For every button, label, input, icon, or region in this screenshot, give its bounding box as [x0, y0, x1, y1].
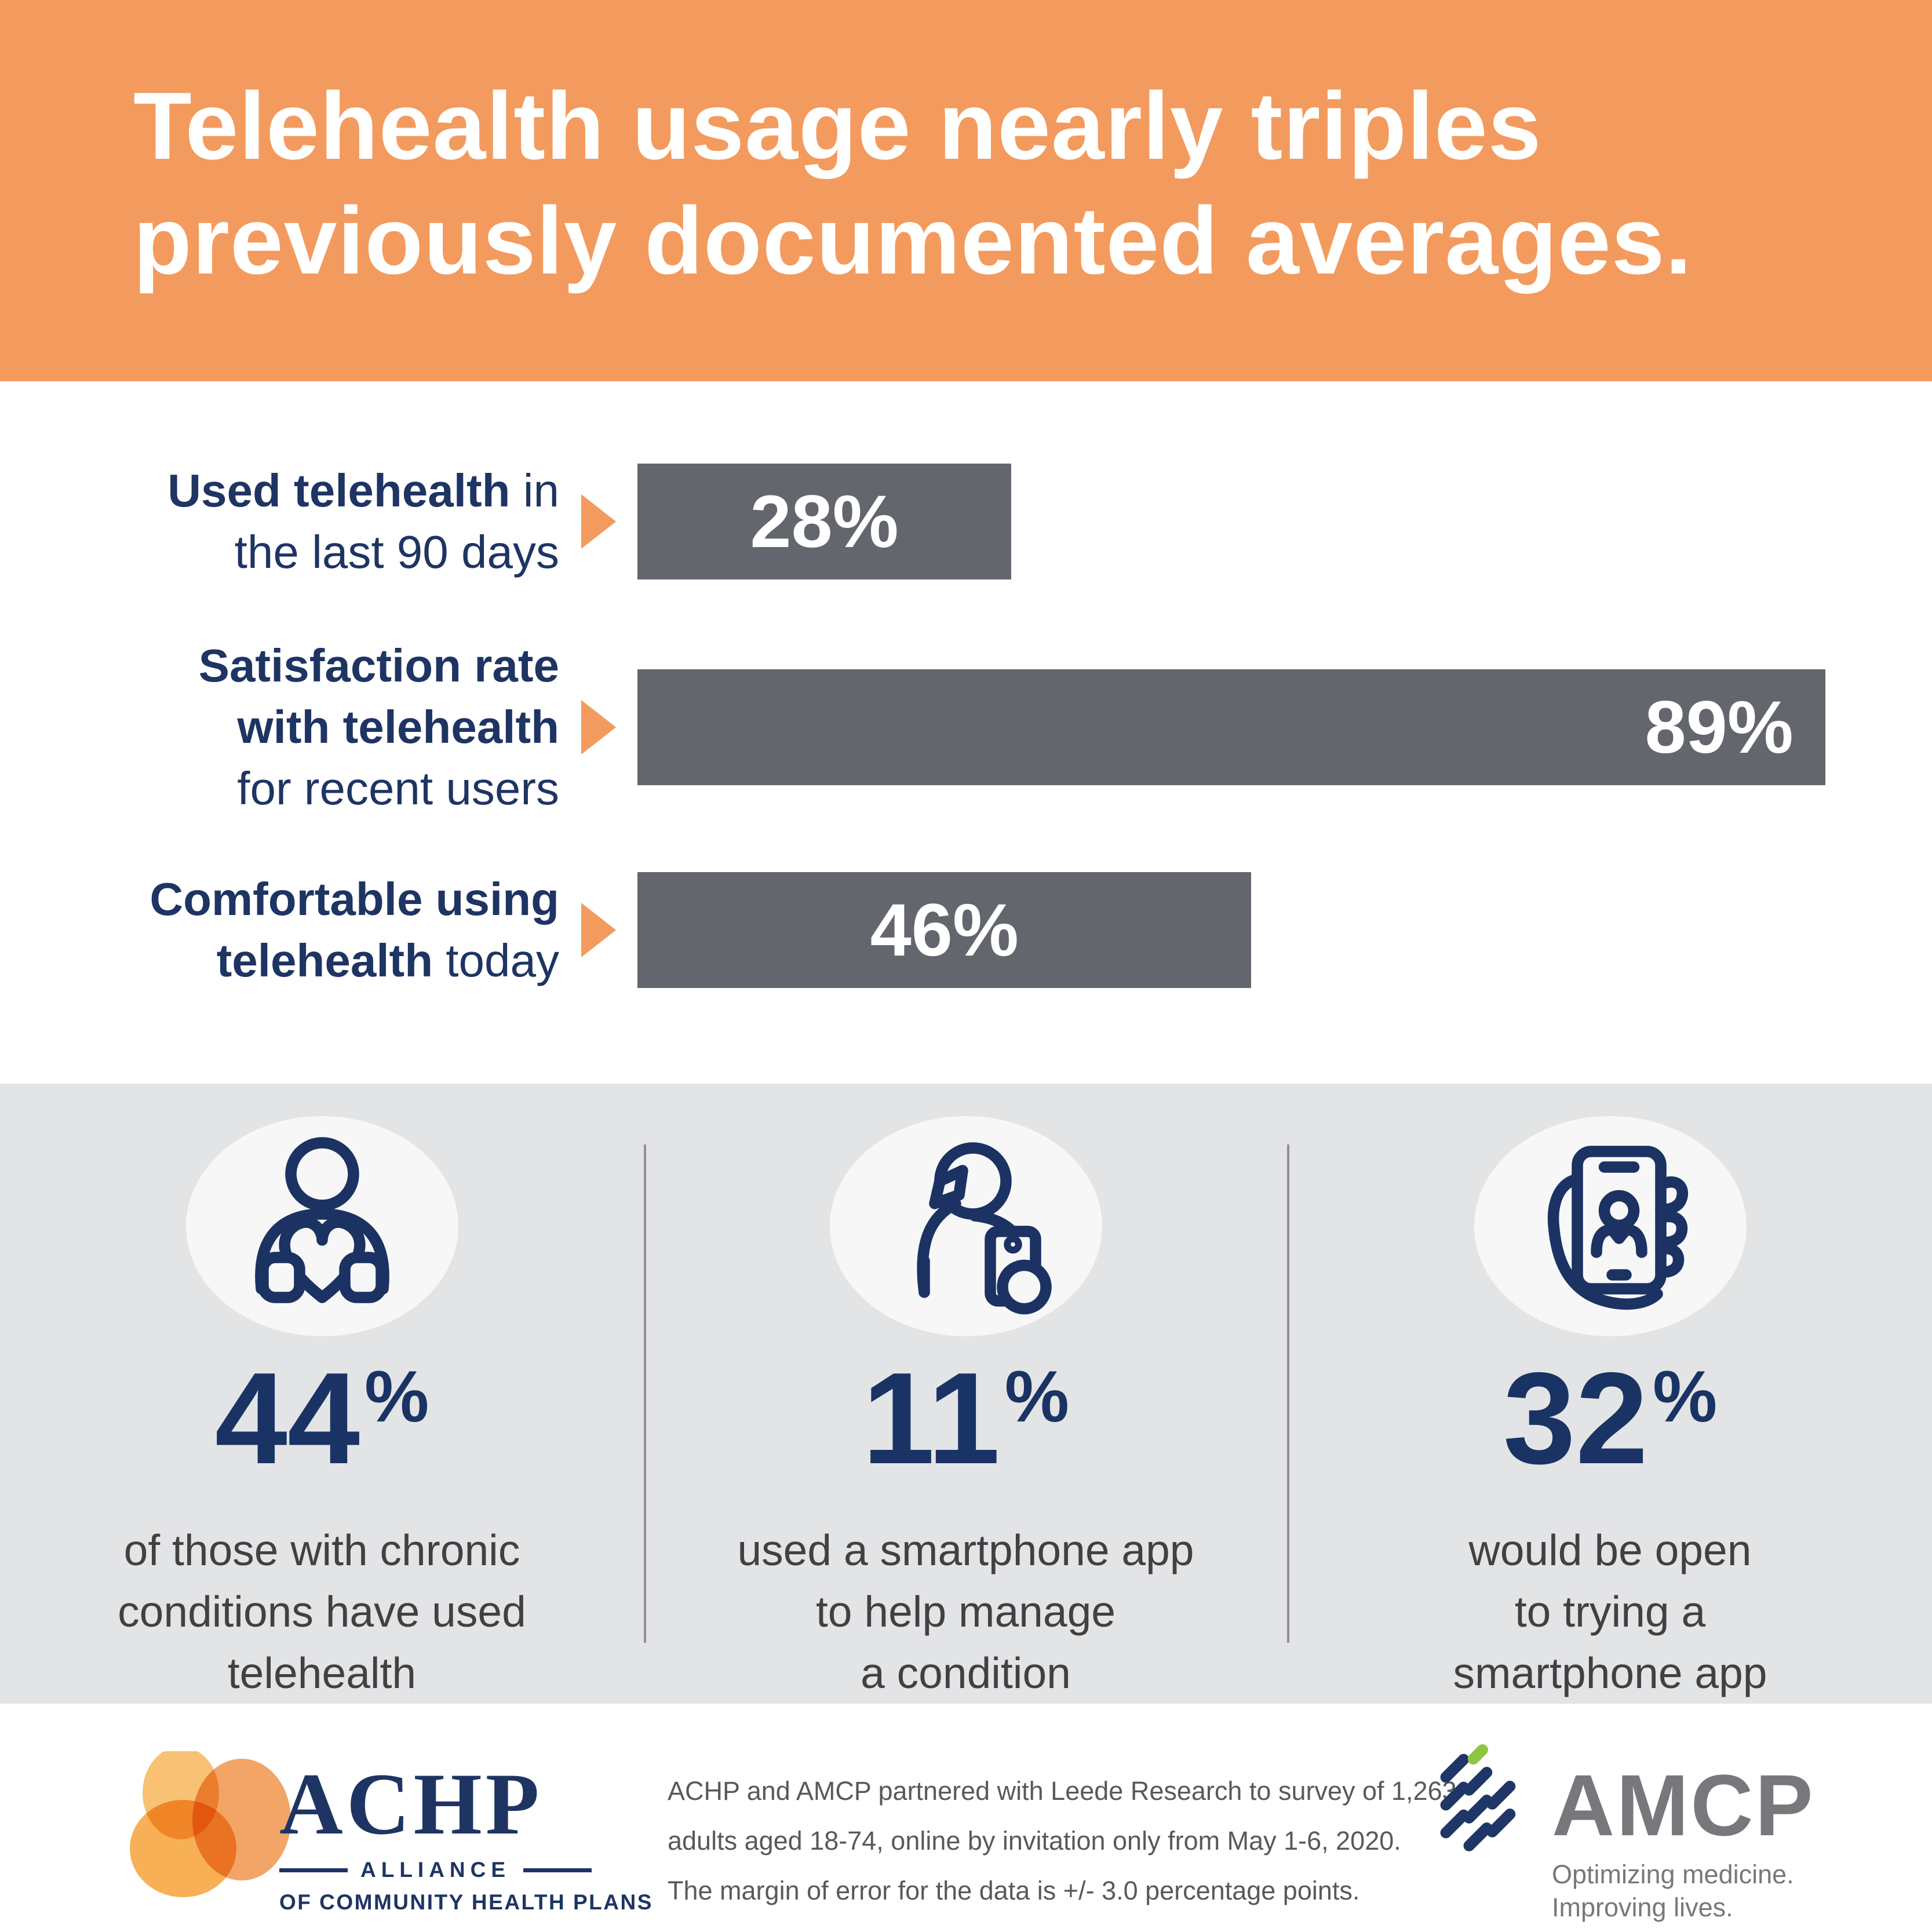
- vertical-divider: [644, 1144, 646, 1643]
- achp-logo-text: ACHP ALLIANCE OF COMMUNITY HEALTH PLANS: [279, 1760, 653, 1915]
- amcp-wordmark: AMCP: [1552, 1756, 1815, 1854]
- bar-value-label: 28%: [750, 480, 899, 563]
- vertical-divider: [1287, 1144, 1289, 1643]
- bar-label: Used telehealth in the last 90 days: [0, 460, 559, 583]
- stat-value: 11%: [862, 1345, 1069, 1491]
- bar-row-satisfaction: Satisfaction rate with telehealth for re…: [0, 640, 1932, 814]
- achp-circles-icon: [130, 1747, 291, 1897]
- amcp-logo-text: AMCP Optimizing medicine. Improving live…: [1552, 1762, 1815, 1924]
- bar-row-used-telehealth: Used telehealth in the last 90 days 28%: [0, 464, 1932, 579]
- icon-circle: [829, 1116, 1102, 1336]
- bar-satisfaction: 89%: [637, 669, 1825, 785]
- achp-alliance-row: ALLIANCE: [279, 1858, 653, 1882]
- person-with-tissue-and-phone-icon: [916, 1142, 1052, 1315]
- percent-sign: %: [1004, 1357, 1069, 1437]
- arrow-right-icon: [581, 494, 616, 549]
- bar-track: 89%: [637, 669, 1932, 785]
- amcp-logo: [1437, 1740, 1530, 1856]
- arrow-right-icon: [581, 700, 616, 754]
- amcp-tagline-line1: Optimizing medicine.: [1552, 1860, 1794, 1889]
- arrow-right-icon: [581, 903, 616, 957]
- amcp-tagline-line2: Improving lives.: [1552, 1893, 1733, 1922]
- stat-description: of those with chronic conditions have us…: [118, 1526, 526, 1697]
- bar-label-line: telehealth today: [216, 935, 559, 986]
- stat-chronic-conditions: 44% of those with chronic conditions hav…: [0, 1084, 644, 1704]
- bar-label-line: Satisfaction rate: [198, 640, 559, 691]
- bar-track: 28%: [637, 464, 1932, 579]
- achp-wordmark: ACHP: [279, 1755, 543, 1853]
- percent-sign: %: [1653, 1357, 1718, 1437]
- page-title: Telehealth usage nearly triples previous…: [133, 68, 1692, 298]
- bar-label-line: for recent users: [237, 763, 559, 814]
- amcp-dashes-icon: [1440, 1744, 1516, 1851]
- rule-line: [279, 1868, 348, 1872]
- achp-subtitle: OF COMMUNITY HEALTH PLANS: [279, 1890, 653, 1914]
- bar-comfortable: 46%: [637, 872, 1252, 988]
- bar-label-line: the last 90 days: [234, 526, 559, 578]
- hand-holding-smartphone-icon: [1547, 1146, 1688, 1310]
- bar-label-line: Comfortable using: [150, 873, 559, 925]
- page-title-line1: Telehealth usage nearly triples: [133, 72, 1542, 179]
- stat-value: 32%: [1503, 1345, 1718, 1491]
- bar-track: 46%: [637, 872, 1932, 988]
- bar-used-telehealth: 28%: [637, 464, 1011, 579]
- rule-line: [523, 1868, 592, 1872]
- stat-description: would be open to trying a smartphone app: [1453, 1526, 1767, 1697]
- bar-row-comfortable: Comfortable using telehealth today 46%: [0, 872, 1932, 988]
- person-holding-heart-icon: [254, 1137, 389, 1303]
- page-title-line2: previously documented averages.: [133, 187, 1693, 294]
- bar-label-line: Used telehealth in: [167, 465, 559, 516]
- stat-open-to-app: 32% would be open to trying a smartphone…: [1288, 1084, 1932, 1704]
- bar-value-label: 89%: [1645, 686, 1794, 769]
- icon-circle: [185, 1116, 458, 1336]
- bar-label: Satisfaction rate with telehealth for re…: [0, 635, 559, 819]
- header-band: Telehealth usage nearly triples previous…: [0, 0, 1932, 381]
- percent-sign: %: [364, 1357, 429, 1437]
- amcp-tagline: Optimizing medicine. Improving lives.: [1552, 1858, 1815, 1924]
- bar-label-line: with telehealth: [237, 701, 559, 753]
- achp-logo: [123, 1747, 314, 1900]
- icon-circle: [1474, 1116, 1747, 1336]
- survey-methodology-note: ACHP and AMCP partnered with Leede Resea…: [668, 1776, 1457, 1905]
- bar-value-label: 46%: [870, 888, 1019, 972]
- achp-alliance-label: ALLIANCE: [360, 1858, 511, 1882]
- bar-label: Comfortable using telehealth today: [0, 869, 559, 991]
- stat-description: used a smartphone app to help manage a c…: [737, 1526, 1194, 1697]
- stat-smartphone-app-used: 11% used a smartphone app to help manage…: [644, 1084, 1288, 1704]
- stat-value: 44%: [214, 1345, 429, 1491]
